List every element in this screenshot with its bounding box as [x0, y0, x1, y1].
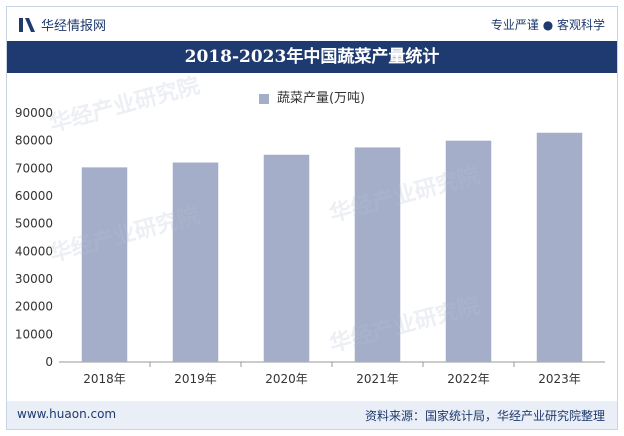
- bar: [536, 132, 583, 362]
- footer-source: 资料来源：国家统计局，华经产业研究院整理: [364, 409, 605, 423]
- y-axis: 0 10000 20000 30000 40000 50000 60000 70000 8000…: [15, 106, 605, 369]
- logo-text: 华经情报网: [41, 19, 107, 34]
- y-tick-label: 40000: [15, 244, 53, 258]
- tagline: 专业严谨 ● 客观科学: [490, 18, 605, 32]
- x-tick-label: 2021年: [356, 372, 399, 386]
- logo: 华经情报网: [19, 15, 106, 34]
- bar: [445, 140, 492, 362]
- footer: www.huaon.com 资料来源：国家统计局，华经产业研究院整理: [7, 401, 617, 429]
- logo-icon: [19, 17, 35, 32]
- chart-title: 2018-2023年中国蔬菜产量统计: [7, 41, 617, 73]
- y-tick-label: 10000: [15, 327, 53, 341]
- x-tick-label: 2020年: [265, 372, 308, 386]
- bar: [263, 154, 310, 362]
- y-tick-label: 30000: [15, 272, 53, 286]
- x-tick-label: 2022年: [447, 372, 490, 386]
- y-tick-label: 0: [45, 355, 53, 369]
- chart-legend: 蔬菜产量(万吨): [7, 87, 617, 106]
- x-axis: 2018年 2019年 2020年 2021年 2022年 2023年: [83, 362, 581, 386]
- legend-swatch: [258, 93, 269, 104]
- y-tick-label: 50000: [15, 217, 53, 231]
- x-tick-label: 2018年: [83, 372, 126, 386]
- y-tick-label: 60000: [15, 189, 53, 203]
- footer-url-link[interactable]: www.huaon.com: [17, 407, 117, 421]
- y-tick-label: 90000: [15, 106, 53, 120]
- bar: [354, 147, 401, 362]
- y-tick-label: 80000: [15, 134, 53, 148]
- x-tick-label: 2019年: [174, 372, 217, 386]
- bar: [81, 167, 128, 362]
- legend-label: 蔬菜产量(万吨): [276, 91, 366, 106]
- bars: [81, 132, 583, 362]
- top-bar: 华经情报网 专业严谨 ● 客观科学: [7, 7, 617, 39]
- x-tick-label: 2023年: [538, 372, 581, 386]
- bar-chart: 0 10000 20000 30000 40000 50000 60000 70000 8000…: [15, 106, 605, 386]
- bar: [172, 162, 219, 362]
- y-tick-label: 70000: [15, 161, 53, 175]
- chart-frame: 华经情报网 专业严谨 ● 客观科学 2018-2023年中国蔬菜产量统计 蔬菜产…: [6, 6, 618, 430]
- y-tick-label: 20000: [15, 300, 53, 314]
